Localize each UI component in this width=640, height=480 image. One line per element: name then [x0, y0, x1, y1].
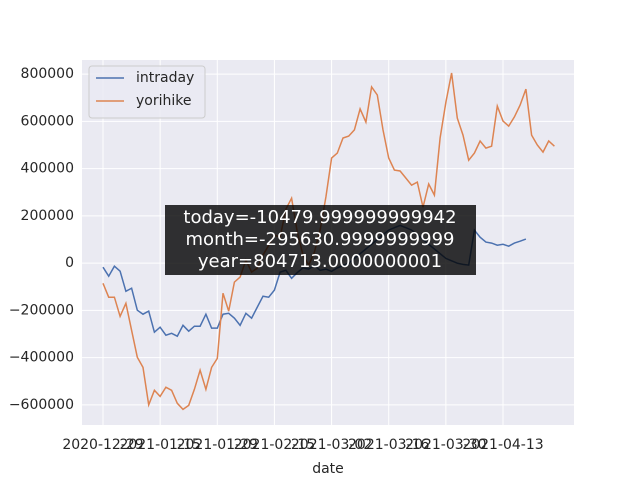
x-axis-label: date	[312, 461, 344, 477]
legend: intraday yorihike	[88, 65, 206, 119]
annotation-text: today=-10479.999999999942	[183, 207, 456, 228]
y-tick-label: 800000	[21, 66, 74, 82]
x-tick-label: 2021-03-30	[405, 437, 486, 453]
y-tick-label: 200000	[21, 208, 74, 224]
y-tick-label: −600000	[9, 397, 74, 413]
annotation-text: month=-295630.9999999999	[186, 229, 455, 250]
y-tick-label: 400000	[21, 161, 74, 177]
legend-label: yorihike	[136, 93, 191, 109]
x-tick-label: 2021-03-02	[291, 437, 372, 453]
x-tick-label: 2021-01-29	[177, 437, 258, 453]
y-tick-label: 600000	[21, 113, 74, 129]
x-tick-label: 2021-01-15	[119, 437, 200, 453]
x-tick-label: 2021-04-13	[462, 437, 543, 453]
y-tick-label: −200000	[9, 302, 74, 318]
x-tick-label: 2021-02-15	[234, 437, 315, 453]
legend-label: intraday	[136, 70, 194, 86]
line-series	[102, 72, 555, 411]
legend-box	[88, 65, 206, 119]
y-tick-label: 0	[65, 255, 74, 271]
y-tick-label: −400000	[9, 350, 74, 366]
annotation-box	[165, 205, 476, 275]
annotation-text: year=804713.0000000001	[198, 251, 442, 272]
x-tick-label: 2021-03-16	[348, 437, 429, 453]
x-tick-label: 2020-12-29	[62, 437, 143, 453]
